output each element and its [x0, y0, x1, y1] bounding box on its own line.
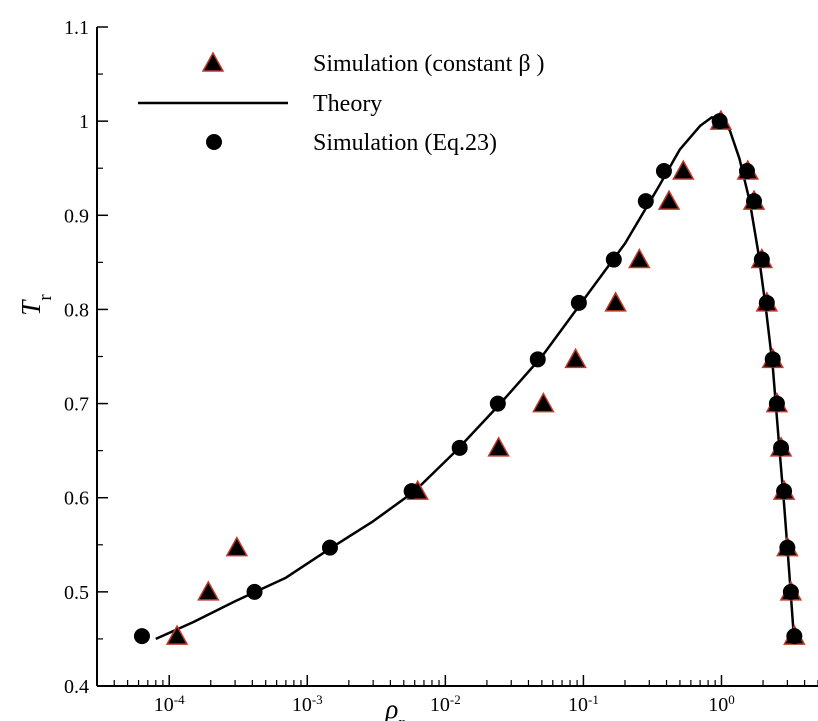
x-tick-label: 100 [708, 692, 735, 717]
y-tick-label: 1.1 [64, 17, 89, 39]
circle-point [773, 439, 790, 456]
y-tick-label: 0.7 [64, 394, 89, 416]
circle-point [782, 583, 799, 600]
triangle-point [197, 580, 220, 601]
legend: Simulation (constant β ) Theory Simulation… [138, 51, 545, 156]
x-axis-title: ρr [384, 694, 405, 721]
y-tick-label: 0.8 [64, 299, 89, 321]
x-tick-label: 10-3 [292, 692, 323, 717]
circle-point [753, 251, 770, 268]
y-tick-label: 0.5 [64, 582, 89, 604]
theory-curve [155, 116, 796, 641]
circle-point [246, 583, 263, 600]
y-tick-label: 0.4 [64, 676, 89, 698]
legend-label: Theory [313, 91, 382, 117]
circle-point [768, 395, 785, 412]
circle-point [321, 539, 338, 556]
circle-point [738, 163, 755, 180]
y-axis-title: Tr [16, 294, 56, 316]
x-tick-label: 10-1 [568, 692, 599, 717]
legend-circle-icon [206, 134, 222, 150]
circle-point [403, 483, 420, 500]
circle-point [489, 395, 506, 412]
circle-point [637, 193, 654, 210]
circle-point [758, 294, 775, 311]
triangle-point [564, 347, 587, 369]
circle-point [764, 351, 781, 368]
circle-point [711, 113, 728, 130]
triangle-point [165, 624, 189, 645]
circle-point [746, 193, 763, 210]
circle-point [451, 439, 468, 456]
x-tick-label: 10-2 [430, 692, 461, 717]
circle-point [776, 483, 793, 500]
triangle-point [604, 291, 627, 312]
triangle-point [672, 159, 695, 180]
circle-point [529, 351, 546, 368]
triangle-point [487, 436, 510, 457]
triangle-point [532, 392, 555, 413]
circle-point [133, 628, 150, 645]
x-tick-label: 10-4 [154, 692, 185, 717]
circle-point [786, 628, 803, 645]
y-tick-label: 0.6 [64, 488, 89, 510]
circle-point [779, 539, 796, 556]
legend-label: Simulation (constant β ) [313, 51, 545, 77]
axes: 0.4 0.5 0.6 0.7 0.8 0.9 1 1.1 10-4 10-3 10-2 10-1 10… [64, 17, 818, 716]
marker-layer [133, 109, 806, 645]
theory-layer [155, 116, 796, 641]
circle-point [605, 251, 622, 268]
legend-triangle-icon [201, 51, 225, 72]
circle-point [570, 294, 587, 311]
triangle-point [628, 247, 651, 269]
circle-point [655, 163, 672, 180]
triangle-point [225, 536, 249, 557]
y-tick-label: 1 [79, 111, 89, 133]
y-tick-label: 0.9 [64, 205, 89, 227]
triangle-point [657, 189, 681, 210]
legend-label: Simulation (Eq.23) [313, 130, 497, 156]
